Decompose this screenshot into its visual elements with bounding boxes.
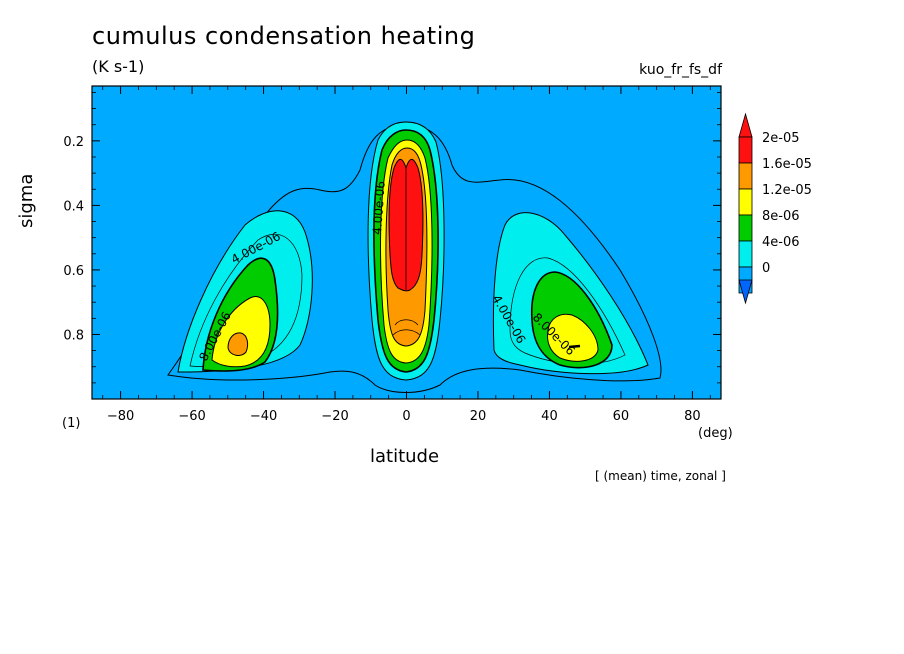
- y-tick-label: 0.2: [63, 135, 84, 150]
- contour-line-outer: [167, 124, 662, 393]
- axis-ticks: [92, 86, 721, 399]
- equator-contour-thin-a: [392, 319, 421, 336]
- x-tick-label: −20: [321, 409, 348, 424]
- x-tick-label: −80: [107, 409, 134, 424]
- colorbar-label: 4e-06: [762, 235, 800, 250]
- x-axis-unit: (deg): [698, 426, 733, 441]
- x-tick-label: 40: [541, 409, 558, 424]
- colorbar-under-triangle: [738, 279, 753, 305]
- colorbar-swatch: [738, 240, 753, 268]
- colorbar-label: 1.6e-05: [762, 157, 812, 172]
- colorbar-swatch: [738, 214, 753, 242]
- colorbar: 2e-05 1.6e-05 1.2e-05 8e-06 4e-06 0: [738, 112, 812, 305]
- y-tick-label: 0.4: [63, 199, 84, 214]
- variable-name: kuo_fr_fs_df: [639, 62, 722, 78]
- south-level-1.2e-05: [211, 296, 271, 368]
- colorbar-label: 1.2e-05: [762, 183, 812, 198]
- colorbar-over-triangle: [738, 112, 753, 138]
- north-contour-thin-b: [568, 344, 581, 349]
- south-level-1.6e-05: [227, 332, 249, 356]
- x-axis-label: latitude: [370, 446, 440, 467]
- axis-tick-labels: −80 −60 −40 −20 0 20 40 60 80 0.2 0.4 0.6 0.8: [63, 135, 700, 424]
- x-tick-label: −40: [250, 409, 277, 424]
- north-contour-thin-a: [509, 257, 626, 365]
- x-tick-label: 60: [613, 409, 630, 424]
- chart-title: cumulus condensation heating: [92, 22, 476, 50]
- north-level-1.2e-05: [547, 313, 599, 362]
- x-tick-label: 0: [402, 409, 410, 424]
- y-axis-unit: (1): [62, 416, 81, 431]
- colorbar-swatch: [738, 136, 753, 164]
- colorbar-swatch: [738, 162, 753, 190]
- colorbar-label: 8e-06: [762, 209, 800, 224]
- chart-units: (K s-1): [92, 57, 145, 76]
- y-tick-label: 0.6: [63, 264, 84, 279]
- x-tick-label: 80: [684, 409, 701, 424]
- contour-label-5: 4.00e-06: [370, 181, 388, 236]
- y-tick-label: 0.8: [63, 328, 84, 343]
- colorbar-label: 0: [762, 261, 770, 276]
- averaging-note: [ (mean) time, zonal ]: [595, 469, 726, 483]
- x-tick-label: 20: [470, 409, 487, 424]
- x-tick-label: −60: [178, 409, 205, 424]
- filled-contours: [167, 121, 662, 393]
- colorbar-label: 2e-05: [762, 131, 800, 146]
- colorbar-swatch: [738, 188, 753, 216]
